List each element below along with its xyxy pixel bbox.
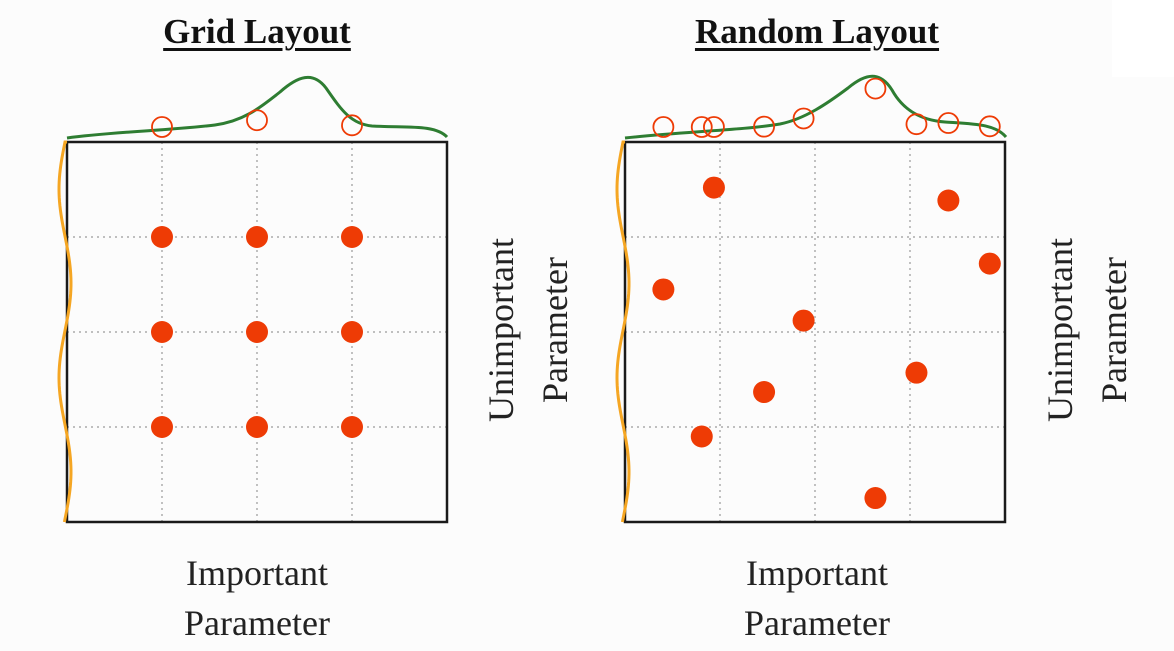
random-projection-2	[937, 112, 960, 134]
random-point-1	[702, 176, 725, 199]
random-point-8	[690, 425, 713, 448]
grid-projection-3	[341, 114, 363, 137]
random-frame	[623, 140, 1007, 524]
grid-ylabel-line2: Parameter	[535, 257, 575, 403]
random-projection-8	[690, 116, 713, 138]
grid-left-curve	[57, 140, 73, 523]
random-projection-4	[652, 116, 675, 138]
grid-ylabel: Unimportant Parameter	[474, 200, 582, 460]
grid-point-1	[151, 416, 173, 438]
grid-point-4	[151, 321, 173, 343]
random-ylabel-line2: Parameter	[1094, 257, 1134, 403]
grid-projection-2	[246, 109, 268, 132]
grid-layout-title: Grid Layout	[163, 12, 351, 51]
grid-xlabel-line2: Parameter	[184, 603, 330, 643]
grid-point-2	[246, 416, 268, 438]
random-top-curve	[624, 74, 1008, 140]
grid-point-5	[246, 321, 268, 343]
random-xlabel: Important Parameter	[687, 548, 947, 648]
grid-xlabel-line1: Important	[186, 553, 328, 593]
random-point-7	[753, 381, 776, 404]
random-projection-1	[703, 116, 725, 138]
random-point-9	[864, 487, 887, 510]
grid-point-9	[341, 226, 363, 248]
random-projection-5	[792, 107, 815, 130]
random-point-3	[978, 252, 1001, 275]
random-left-curve	[615, 140, 631, 523]
random-layout-title: Random Layout	[694, 12, 940, 51]
random-point-4	[652, 278, 675, 301]
random-projection-6	[905, 113, 928, 136]
random-point-5	[792, 309, 815, 332]
background-patch	[1112, 0, 1174, 77]
grid-xlabel: Important Parameter	[127, 548, 387, 648]
grid-point-3	[341, 416, 363, 438]
grid-top-curve	[66, 76, 449, 140]
random-projection-3	[978, 115, 1001, 138]
random-projection-7	[753, 115, 775, 138]
random-xlabel-line2: Parameter	[744, 603, 890, 643]
grid-frame	[65, 140, 449, 524]
random-ylabel-line1: Unimportant	[1040, 238, 1080, 422]
random-projection-9	[864, 77, 887, 100]
grid-point-8	[246, 226, 268, 248]
grid-projection-1	[151, 116, 173, 138]
random-ylabel: Unimportant Parameter	[1033, 200, 1141, 460]
grid-point-6	[341, 321, 363, 343]
grid-point-7	[151, 226, 173, 248]
random-xlabel-line1: Important	[746, 553, 888, 593]
random-point-2	[937, 189, 960, 212]
grid-ylabel-line1: Unimportant	[481, 238, 521, 422]
random-point-6	[905, 361, 928, 384]
